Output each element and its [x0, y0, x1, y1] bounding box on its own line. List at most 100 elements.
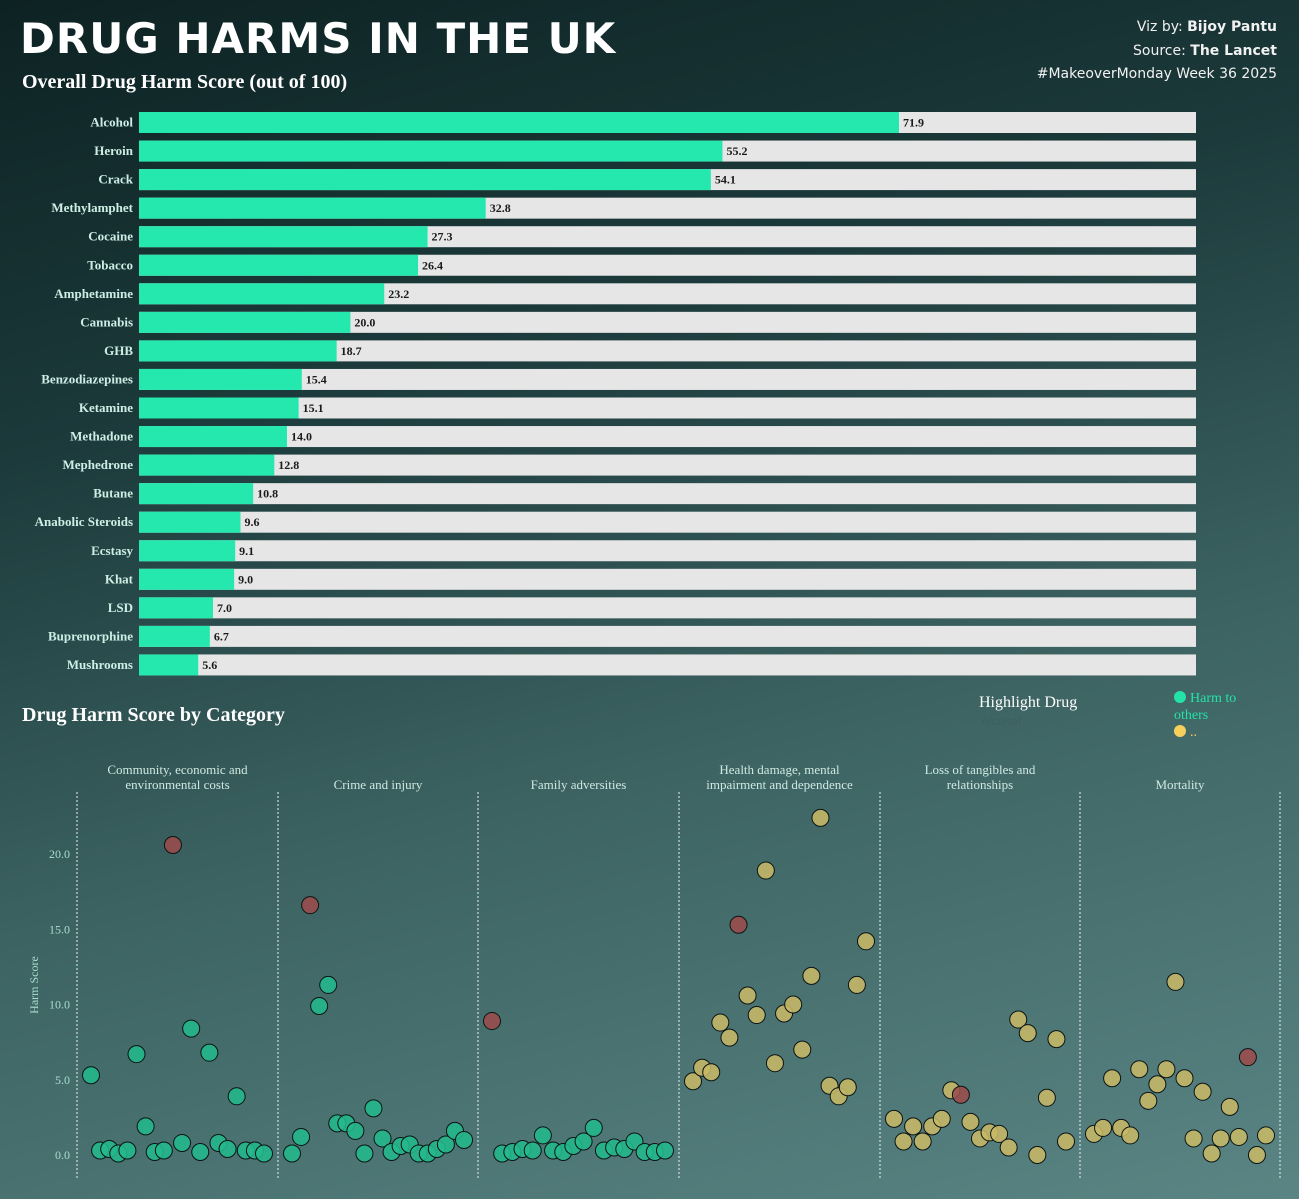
dot[interactable] — [1103, 1069, 1122, 1088]
bar-lsd[interactable] — [139, 597, 213, 619]
dot-highlighted[interactable] — [1238, 1048, 1257, 1067]
bar-cannabis[interactable] — [139, 311, 351, 333]
dot[interactable] — [283, 1144, 301, 1163]
dot[interactable] — [656, 1141, 674, 1160]
dot[interactable] — [364, 1099, 383, 1118]
dot[interactable] — [1220, 1097, 1239, 1116]
dot[interactable] — [1247, 1146, 1266, 1164]
dot[interactable] — [1028, 1146, 1047, 1164]
dot[interactable] — [961, 1112, 980, 1131]
dot[interactable] — [1257, 1126, 1275, 1145]
bar-benzodiazepines[interactable] — [139, 368, 302, 390]
bar-row-ecstasy[interactable]: Ecstasy 9.1 — [91, 540, 1196, 562]
dot[interactable] — [932, 1109, 951, 1128]
bar-row-mushrooms[interactable]: Mushrooms 5.6 — [67, 654, 1196, 676]
bar-anabolic-steroids[interactable] — [139, 511, 241, 533]
dot[interactable] — [118, 1141, 137, 1160]
bar-ketamine[interactable] — [139, 397, 299, 419]
dot[interactable] — [1121, 1126, 1140, 1145]
dot[interactable] — [1193, 1082, 1212, 1101]
dot[interactable] — [319, 975, 338, 994]
dot[interactable] — [136, 1117, 155, 1136]
dot[interactable] — [436, 1135, 455, 1154]
dot[interactable] — [218, 1139, 237, 1158]
dot[interactable] — [711, 1013, 730, 1032]
dot-highlighted[interactable] — [729, 915, 748, 934]
bar-mushrooms[interactable] — [139, 654, 199, 676]
dot[interactable] — [1184, 1129, 1203, 1148]
dot[interactable] — [1047, 1030, 1066, 1049]
bar-row-lsd[interactable]: LSD 7.0 — [108, 597, 1196, 619]
dot[interactable] — [1148, 1075, 1167, 1094]
bar-row-amphetamine[interactable]: Amphetamine 23.2 — [54, 283, 1196, 305]
dot[interactable] — [765, 1054, 784, 1073]
dot[interactable] — [173, 1133, 192, 1152]
bar-row-khat[interactable]: Khat 9.0 — [105, 568, 1196, 590]
bar-row-cannabis[interactable]: Cannabis 20.0 — [80, 311, 1196, 333]
bar-heroin[interactable] — [139, 140, 723, 162]
dot[interactable] — [1094, 1118, 1113, 1137]
dot[interactable] — [127, 1045, 146, 1064]
highlight-drug-control[interactable]: Highlight Drug Alcohol — [979, 694, 1077, 728]
dot[interactable] — [346, 1121, 365, 1140]
dot[interactable] — [255, 1144, 273, 1163]
dot[interactable] — [373, 1129, 392, 1148]
dot[interactable] — [885, 1109, 903, 1128]
dot-highlighted[interactable] — [951, 1085, 970, 1104]
bar-row-benzodiazepines[interactable]: Benzodiazepines 15.4 — [41, 368, 1196, 390]
dot[interactable] — [838, 1078, 857, 1097]
bar-mephedrone[interactable] — [139, 454, 275, 476]
bar-row-ketamine[interactable]: Ketamine 15.1 — [79, 397, 1196, 419]
bar-cocaine[interactable] — [139, 226, 428, 248]
bar-crack[interactable] — [139, 169, 711, 191]
dot[interactable] — [747, 1006, 766, 1025]
dot[interactable] — [533, 1126, 552, 1145]
dot[interactable] — [894, 1132, 913, 1151]
bar-methylamphet[interactable] — [139, 197, 486, 219]
dot[interactable] — [857, 932, 875, 951]
bar-row-buprenorphine[interactable]: Buprenorphine 6.7 — [48, 625, 1196, 647]
dot[interactable] — [802, 966, 821, 985]
dot-highlighted[interactable] — [163, 835, 182, 854]
dot[interactable] — [684, 1072, 702, 1091]
bar-khat[interactable] — [139, 568, 235, 590]
bar-row-crack[interactable]: Crack 54.1 — [98, 169, 1196, 191]
bar-row-tobacco[interactable]: Tobacco 26.4 — [87, 254, 1196, 276]
dot[interactable] — [1057, 1132, 1075, 1151]
dot[interactable] — [1229, 1127, 1248, 1146]
dot[interactable] — [355, 1144, 374, 1163]
dot[interactable] — [154, 1141, 173, 1160]
dot[interactable] — [1175, 1069, 1194, 1088]
dot[interactable] — [702, 1063, 721, 1082]
bar-row-mephedrone[interactable]: Mephedrone 12.8 — [62, 454, 1196, 476]
dot[interactable] — [574, 1132, 593, 1151]
bar-ecstasy[interactable] — [139, 540, 236, 562]
dot[interactable] — [913, 1132, 932, 1151]
dot[interactable] — [82, 1066, 100, 1085]
dot-highlighted[interactable] — [301, 896, 320, 915]
bar-methadone[interactable] — [139, 426, 287, 448]
dot[interactable] — [310, 997, 329, 1016]
bar-row-ghb[interactable]: GHB 18.7 — [104, 340, 1196, 362]
bar-row-heroin[interactable]: Heroin 55.2 — [94, 140, 1196, 162]
dot[interactable] — [784, 995, 803, 1014]
dot[interactable] — [1018, 1024, 1037, 1043]
dot[interactable] — [227, 1087, 246, 1106]
highlight-drug-value[interactable]: Alcohol — [981, 715, 1022, 728]
dot[interactable] — [1211, 1129, 1230, 1148]
dot[interactable] — [904, 1117, 923, 1136]
dot[interactable] — [720, 1028, 739, 1047]
dot[interactable] — [1037, 1088, 1056, 1107]
dot[interactable] — [847, 975, 866, 994]
dot[interactable] — [455, 1130, 473, 1149]
bar-butane[interactable] — [139, 483, 254, 505]
dot[interactable] — [999, 1138, 1018, 1157]
bar-row-anabolic-steroids[interactable]: Anabolic Steroids 9.6 — [35, 511, 1196, 533]
dot[interactable] — [182, 1019, 201, 1038]
bar-row-alcohol[interactable]: Alcohol 71.9 — [90, 112, 1196, 133]
dot[interactable] — [793, 1040, 812, 1059]
dot[interactable] — [811, 808, 830, 827]
bar-row-methadone[interactable]: Methadone 14.0 — [70, 426, 1196, 448]
bar-ghb[interactable] — [139, 340, 337, 362]
dot[interactable] — [756, 861, 775, 880]
